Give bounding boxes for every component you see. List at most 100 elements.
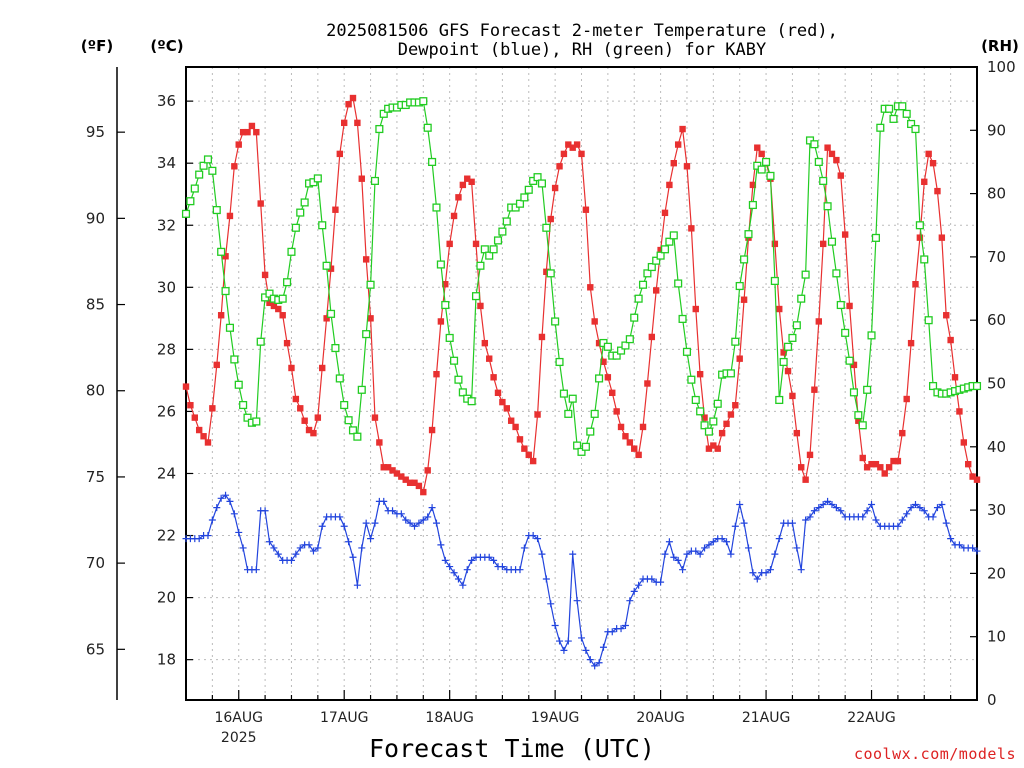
dewpoint-point [204, 532, 212, 540]
temperature-point [688, 225, 695, 232]
rh-point [841, 328, 850, 337]
rh-point [335, 374, 344, 383]
rh-point [924, 316, 933, 325]
rh-point [876, 123, 885, 132]
rh-point [907, 119, 916, 129]
x-tick-sublabel: 2025 [221, 730, 257, 746]
rh-point [726, 369, 735, 378]
rh-point [660, 245, 670, 254]
rh-point [911, 124, 920, 134]
rh-point [792, 321, 801, 330]
rh-point [252, 417, 261, 426]
rh-point [691, 395, 700, 405]
credit-text: coolwx.com/models [854, 745, 1016, 763]
temperature-point [573, 141, 581, 148]
chart-title-line-1: 2025081506 GFS Forecast 2-meter Temperat… [326, 21, 838, 41]
temperature-point [310, 429, 317, 437]
temperature-point [736, 355, 743, 362]
rh-point [212, 206, 221, 215]
rh-tick-label: 30 [987, 501, 1006, 519]
temperature-point [899, 429, 906, 437]
rh-point [621, 341, 630, 350]
temperature-point [666, 181, 673, 189]
temperature-point [806, 451, 814, 459]
dewpoint-point [648, 575, 656, 583]
temperature-point [732, 402, 739, 409]
temperature-point [305, 426, 313, 434]
temperature-point [362, 256, 370, 263]
chart-title-line-2: Dewpoint (blue), RH (green) for KABY [398, 40, 766, 60]
dewpoint-point [903, 510, 911, 518]
temperature-point [336, 150, 344, 158]
rh-point [458, 388, 467, 397]
rh-point [665, 237, 674, 246]
temperature-point [916, 234, 924, 241]
temperature-point [279, 312, 286, 319]
rh-point [480, 245, 489, 254]
temperature-point [341, 119, 348, 127]
dewpoint-point [973, 547, 981, 555]
rh-point [375, 124, 384, 134]
rh-point [199, 161, 208, 170]
rh-point [331, 344, 340, 353]
dewpoint-point [419, 516, 427, 524]
rh-point [849, 388, 859, 397]
dewpoint-point [947, 535, 955, 543]
temperature-point [903, 395, 910, 403]
rh-point [445, 333, 454, 342]
rh-point [265, 289, 274, 298]
rh-point [744, 230, 753, 239]
dewpoint-point [274, 550, 282, 558]
rh-point [871, 233, 880, 242]
dewpoint-point [911, 501, 919, 509]
rh-point [476, 261, 485, 270]
rh-point [537, 179, 546, 188]
temperature-point [921, 178, 928, 186]
dewpoint-point [837, 507, 845, 515]
temperature-point [934, 187, 941, 195]
celsius-tick-label: 30 [157, 278, 176, 296]
rh-point [669, 231, 678, 240]
temperature-point [885, 464, 893, 471]
temperature-point [481, 339, 489, 347]
temperature-point [560, 150, 568, 158]
temperature-point [266, 299, 273, 307]
dewpoint-point [336, 513, 344, 521]
rh-tick-label: 80 [987, 185, 1006, 203]
temperature-point [683, 163, 691, 170]
dewpoint-point [463, 566, 471, 574]
temperature-point [512, 423, 519, 431]
rh-point [867, 331, 876, 340]
fahrenheit-tick-label: 80 [86, 382, 105, 400]
temperature-point [406, 479, 414, 486]
temperature-point [846, 302, 853, 310]
dewpoint-point [235, 528, 243, 536]
rh-unit-label: (RH) [981, 37, 1019, 55]
celsius-tick-label: 32 [157, 216, 176, 234]
dewpoint-point [551, 622, 559, 630]
temperature-point [648, 333, 656, 341]
temperature-point [319, 364, 326, 372]
rh-point [885, 104, 894, 113]
rh-point [546, 269, 555, 278]
temperature-point [521, 445, 528, 452]
rh-point [581, 442, 590, 451]
rh-point [612, 351, 621, 360]
celsius-tick-label: 18 [157, 651, 176, 669]
dewpoint-point [345, 538, 353, 546]
dewpoint-point [296, 544, 304, 552]
dewpoint-point [933, 504, 941, 512]
dewpoint-point [573, 597, 581, 605]
dewpoint-point [692, 547, 700, 555]
dewpoint-point [863, 507, 871, 515]
temperature-point [244, 128, 251, 136]
dewpoint-point [230, 510, 238, 518]
celsius-tick-label: 36 [157, 92, 176, 110]
temperature-point [534, 411, 541, 418]
temperature-point [376, 439, 383, 446]
rh-point [678, 314, 687, 323]
dewpoint-point [701, 544, 709, 552]
dewpoint-point [898, 516, 906, 524]
x-axis-label: Forecast Time (UTC) [369, 734, 655, 763]
dewpoint-point [679, 566, 687, 574]
